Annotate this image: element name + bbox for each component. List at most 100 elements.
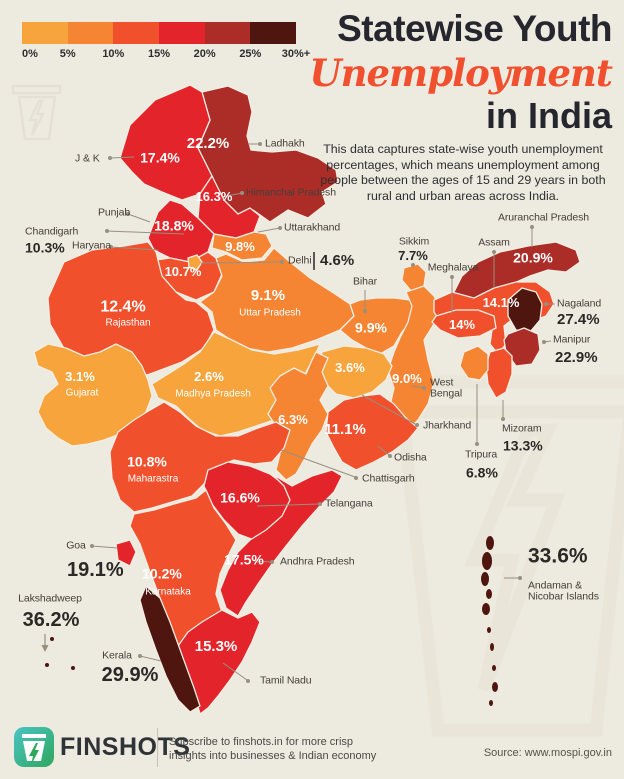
- state-value-label-karnataka: 10.2%: [142, 565, 182, 582]
- subscribe-line1: Subscribe to finshots.in for more crisp: [169, 736, 354, 748]
- andaman-island: [482, 603, 490, 615]
- state-name-label-kerala: Kerala: [102, 649, 132, 662]
- state-value-label-bihar: 9.9%: [355, 319, 387, 336]
- state-value-label-lakshadweep: 36.2%: [22, 609, 80, 632]
- state-value-label-telangana: 16.6%: [220, 489, 260, 506]
- andaman-island: [492, 665, 496, 671]
- leader-line: [252, 560, 272, 563]
- legend-swatch: [159, 22, 205, 44]
- state-shape-manipur: [503, 327, 541, 367]
- legend-tick: 5%: [59, 48, 76, 60]
- state-value-label-mizoram: 13.3%: [503, 437, 543, 454]
- andaman-island: [486, 589, 492, 599]
- leader-line: [361, 394, 416, 425]
- state-shape-meghalaya: [431, 309, 497, 339]
- state-value-label-tamilnadu: 15.3%: [194, 637, 238, 655]
- legend-color-bar: [22, 22, 297, 44]
- state-value-label-assam: 14.1%: [482, 294, 520, 310]
- state-name-label-andaman: Andaman & Nicobar Islands: [528, 579, 599, 603]
- leader-dot: [411, 263, 415, 267]
- state-name-label-andhra: Andhra Pradesh: [280, 555, 355, 568]
- state-name-label-uttarakhand: Uttarakhand: [284, 221, 341, 234]
- state-value-label-himachal: 16.3%: [195, 188, 233, 204]
- leader-line: [109, 156, 135, 159]
- state-value-label-maharashtra: 10.8%: [127, 453, 167, 470]
- legend-tick: 30%+: [281, 48, 311, 60]
- leader-line: [256, 503, 320, 507]
- legend-tick-labels: 0% 5% 10% 15% 20% 25% 30%+: [22, 48, 310, 62]
- state-name-label-manipur: Manipur: [553, 333, 591, 346]
- state-name-label-assam: Assam: [478, 236, 510, 249]
- state-value-label-jharkhand: 3.6%: [335, 359, 365, 375]
- state-shape-jk: [119, 84, 213, 201]
- leader-dot: [240, 191, 244, 195]
- legend-swatch: [22, 22, 68, 44]
- state-shape-tripura: [459, 345, 489, 381]
- state-name-label-himachal: Himanchal Pradesh: [246, 186, 336, 199]
- leader-line: [110, 246, 159, 251]
- state-value-label-mp: 2.6%: [194, 368, 224, 384]
- state-value-label-rajasthan: 12.4%: [100, 298, 146, 316]
- leader-dot: [246, 679, 250, 683]
- state-name-label-lakshadweep: Lakshadweep: [18, 592, 82, 605]
- subscribe-text: Subscribe to finshots.in for more crisp …: [169, 735, 376, 763]
- state-value-label-goa: 19.1%: [67, 559, 124, 582]
- andaman-island: [481, 572, 489, 586]
- state-shape-kerala: [139, 585, 201, 713]
- leader-dot: [105, 229, 109, 233]
- state-value-label-delhi: 4.6%: [320, 251, 355, 269]
- state-name-label-punjab: Punjab: [98, 206, 131, 219]
- state-value-label-up: 9.1%: [250, 286, 286, 304]
- state-value-label-nagaland: 27.4%: [557, 310, 600, 328]
- lakshadweep-island: [45, 663, 49, 667]
- state-name-label-telangana: Telangana: [325, 497, 373, 510]
- subscribe-line2: insights into businesses & Indian econom…: [169, 750, 377, 762]
- state-value-label-chattisgarh: 6.3%: [278, 411, 308, 427]
- state-name-label-meghalaya: Meghalaya: [427, 261, 479, 274]
- state-value-label-haryana: 10.7%: [164, 263, 202, 279]
- legend-tick: 0%: [22, 48, 38, 60]
- state-shape-uttarakhand: [211, 231, 273, 261]
- page-title-line2: Unemployment: [309, 51, 613, 95]
- source-text: Source: www.mospi.gov.in: [483, 747, 612, 759]
- legend-tick: 25%: [239, 48, 262, 60]
- legend-swatch: [250, 22, 297, 44]
- state-name-label-tamilnadu: Tamil Nadu: [260, 674, 312, 687]
- state-name-label-jk: J & K: [75, 152, 100, 165]
- state-name-label-mizoram: Mizoram: [502, 422, 542, 435]
- leader-line: [221, 192, 243, 198]
- state-name-label-karnataka: Karnataka: [145, 586, 191, 598]
- state-shape-delhi: [187, 254, 203, 271]
- state-value-label-odisha: 11.1%: [324, 420, 366, 438]
- state-name-label-tripura: Tripura: [465, 448, 498, 461]
- leader-line: [280, 449, 356, 478]
- state-name-label-gujarat: Gujarat: [65, 387, 99, 399]
- leader-dot: [126, 212, 130, 216]
- leader-dot: [280, 260, 284, 264]
- state-shape-up: [199, 247, 355, 353]
- state-value-label-jk: 17.4%: [140, 149, 180, 166]
- leader-dot: [475, 442, 479, 446]
- state-name-label-odisha: Odisha: [394, 451, 427, 464]
- leader-dot: [501, 417, 505, 421]
- leader-line: [139, 655, 162, 662]
- state-name-label-arunachal: Aruranchal Pradesh: [498, 211, 590, 224]
- leader-dot: [138, 654, 142, 658]
- state-shape-maharashtra: [109, 401, 291, 513]
- state-name-label-bihar: Bihar: [352, 275, 378, 288]
- lakshadweep-arrow: [41, 634, 49, 652]
- legend-swatch: [204, 22, 251, 44]
- state-value-label-andhra: 17.5%: [224, 551, 264, 568]
- state-value-label-ladakh: 22.2%: [186, 134, 230, 152]
- leader-line: [377, 445, 390, 456]
- state-value-label-gujarat: 3.1%: [65, 368, 95, 384]
- legend-swatch: [67, 22, 114, 44]
- state-value-label-chandigarh: 10.3%: [25, 239, 65, 256]
- leader-dot: [90, 544, 94, 548]
- state-name-label-jharkhand: Jharkhand: [423, 419, 472, 432]
- leader-dot: [109, 245, 113, 249]
- leader-dot: [422, 386, 426, 390]
- leader-line: [106, 230, 185, 235]
- andaman-island: [489, 700, 493, 706]
- state-shape-tamilnadu: [177, 609, 261, 715]
